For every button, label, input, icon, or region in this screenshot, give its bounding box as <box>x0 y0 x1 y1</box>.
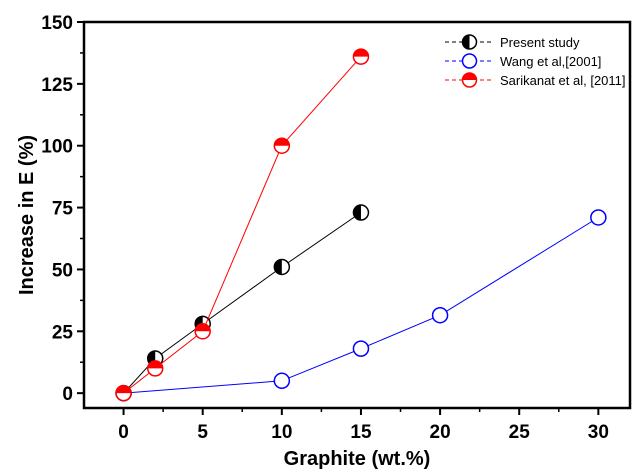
data-point <box>352 340 370 357</box>
data-point <box>273 372 291 390</box>
legend-marker <box>461 72 478 88</box>
series-1 <box>115 209 607 402</box>
series-line <box>123 56 362 394</box>
marker-outline <box>431 306 449 324</box>
y-axis-title: Increase in E (%) <box>16 135 38 295</box>
data-point <box>352 204 370 221</box>
x-tick-label: 30 <box>588 422 609 443</box>
data-point <box>273 137 291 154</box>
marker-fill <box>353 49 369 57</box>
x-axis-title: Graphite (wt.%) <box>284 448 431 470</box>
series-line <box>123 217 599 394</box>
legend-label: Sarikanat et al, [2011] <box>500 73 626 88</box>
marker-fill <box>462 35 470 49</box>
data-point <box>115 384 132 402</box>
series-layer <box>115 48 607 402</box>
marker-fill <box>462 73 477 80</box>
x-tick-label: 25 <box>509 422 531 443</box>
y-tick-label: 100 <box>41 137 73 158</box>
y-tick-label: 75 <box>52 199 74 220</box>
marker-outline <box>273 372 291 390</box>
marker-fill <box>147 360 163 369</box>
y-tick-label: 150 <box>41 13 73 34</box>
marker-fill <box>195 323 211 332</box>
x-tick-label: 15 <box>350 422 372 443</box>
data-point <box>273 258 291 276</box>
legend: Present study Wang et al,[2001] Sarikanat … <box>445 34 626 88</box>
data-point <box>352 48 370 65</box>
y-tick-label: 125 <box>41 75 73 96</box>
marker-fill <box>116 385 132 394</box>
data-point <box>146 360 164 377</box>
marker-fill <box>353 205 361 221</box>
plot-frame <box>82 20 632 410</box>
x-tick-label: 5 <box>197 422 208 443</box>
legend-marker <box>461 34 478 50</box>
y-tick-label: 25 <box>52 322 74 343</box>
marker-fill <box>274 138 290 146</box>
legend-label: Wang et al,[2001] <box>500 54 601 69</box>
data-point <box>431 306 449 324</box>
x-tick-label: 10 <box>271 422 292 443</box>
y-tick-label: 0 <box>62 384 73 405</box>
x-tick-label: 0 <box>118 422 129 443</box>
marker-outline <box>590 209 607 226</box>
series-2 <box>115 48 370 402</box>
marker-fill <box>274 259 282 275</box>
legend-label: Present study <box>500 35 580 50</box>
marker-outline <box>461 53 478 69</box>
x-tick-label: 20 <box>430 422 451 443</box>
y-tick-label: 50 <box>52 260 73 281</box>
marker-outline <box>352 340 370 357</box>
data-point <box>194 323 211 340</box>
data-point <box>590 209 607 226</box>
legend-marker <box>461 53 478 69</box>
